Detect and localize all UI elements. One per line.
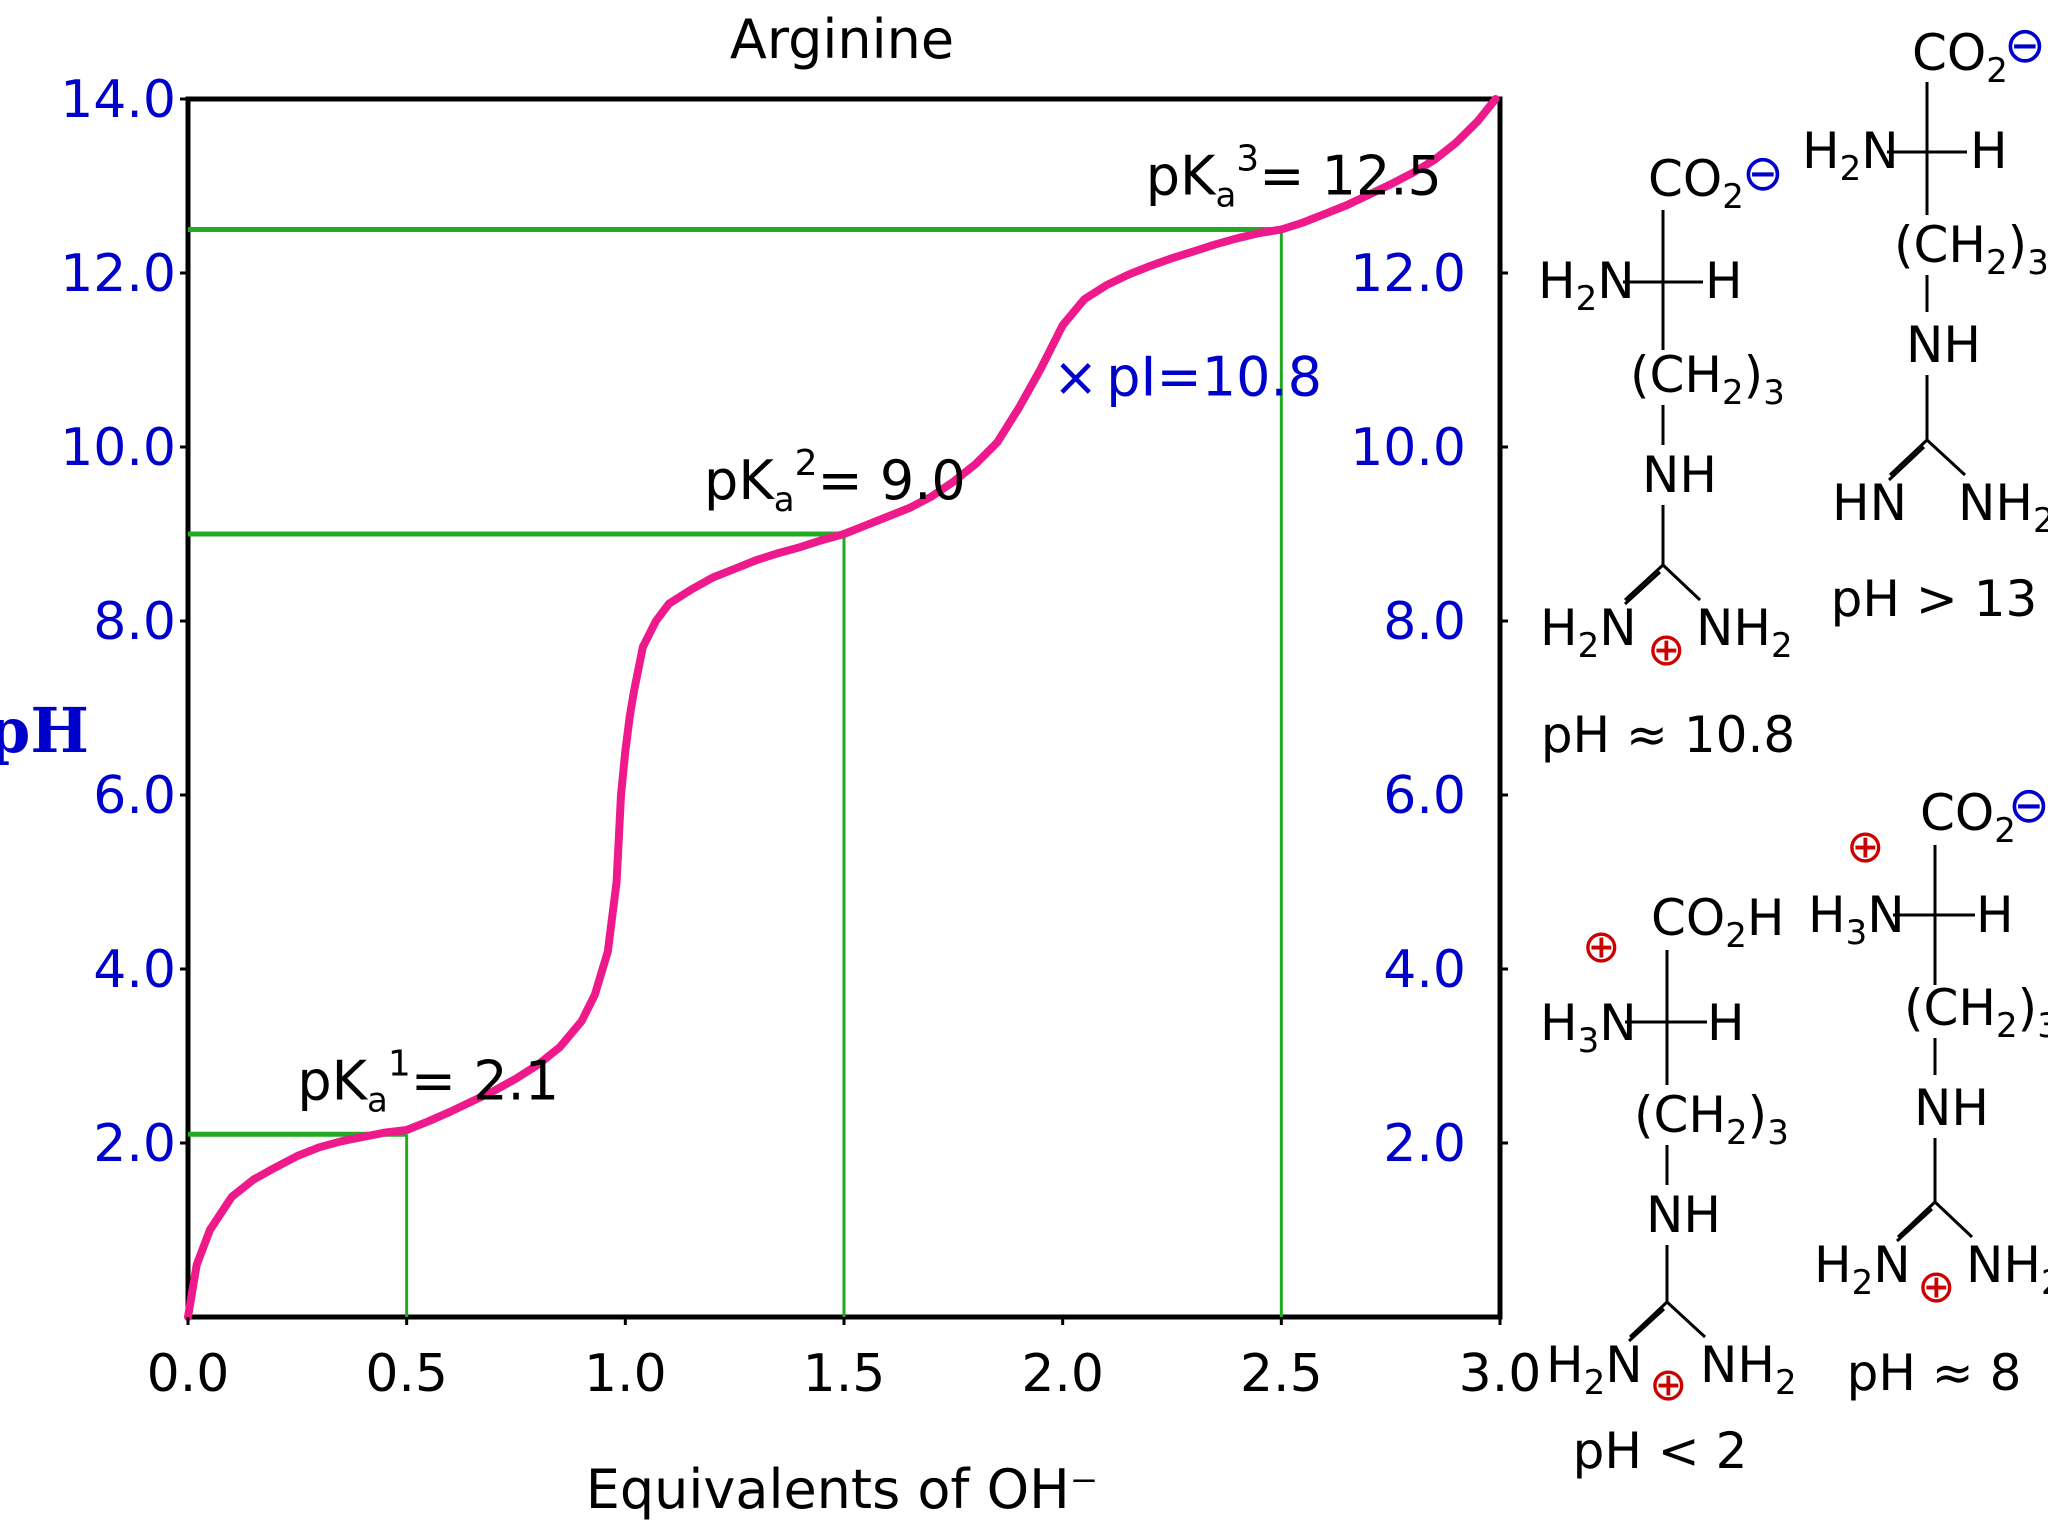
- structure-ph-8: CO2 ⊖ ⊕ H3N H (CH2)3 NH H2N NH2 ⊕ pH ≈ 8: [1808, 776, 2048, 1402]
- carboxyl-group: CO2H: [1651, 889, 1785, 956]
- amino-group: H2N: [1538, 252, 1635, 319]
- carboxylate-group: CO2: [1912, 24, 2008, 91]
- guanidino-left: H2N: [1814, 1236, 1911, 1303]
- structure-caption: pH ≈ 8: [1847, 1344, 2022, 1402]
- x-tick-label: 0.0: [147, 1344, 230, 1404]
- positive-charge-icon: ⊕: [1649, 1357, 1688, 1411]
- side-chain: (CH2)3: [1630, 346, 1785, 413]
- x-tick-label: 2.5: [1240, 1344, 1323, 1404]
- guanidino-right: NH2: [1958, 474, 2048, 541]
- pka1-annotation: pKa1= 2.1: [297, 1044, 559, 1121]
- guanidino-left: HN: [1832, 474, 1907, 532]
- curve-layer: [184, 95, 1500, 1321]
- positive-charge-icon: ⊕: [1917, 1259, 1956, 1313]
- right-y-tick-label: 12.0: [1350, 244, 1466, 304]
- guanidino-left: H2N: [1540, 599, 1637, 666]
- y-tick-label: 10.0: [60, 418, 176, 478]
- side-chain: (CH2)3: [1904, 979, 2048, 1046]
- x-tick-label: 1.5: [803, 1344, 886, 1404]
- nh-group: NH: [1906, 316, 1981, 374]
- nh-group: NH: [1642, 446, 1717, 504]
- alpha-hydrogen: H: [1976, 886, 2014, 944]
- nh-group: NH: [1914, 1079, 1989, 1137]
- y-axis-label: pH: [0, 694, 89, 767]
- guanidino-right: NH2: [1966, 1236, 2048, 1303]
- structure-caption: pH ≈ 10.8: [1541, 706, 1795, 764]
- x-tick-label: 1.0: [584, 1344, 667, 1404]
- ammonium-group: H3N: [1808, 886, 1905, 953]
- y-tick-label: 14.0: [60, 70, 176, 130]
- pi-annotation: × pI=10.8: [1053, 345, 1322, 408]
- y-tick-label: 6.0: [93, 766, 176, 826]
- negative-charge-icon: ⊖: [2008, 776, 2048, 834]
- x-axis-label: Equivalents of OH⁻: [586, 1458, 1098, 1521]
- left-y-ticks: 2.0 4.0 6.0 8.0 10.0 12.0 14.0: [60, 70, 188, 1174]
- positive-charge-icon: ⊕: [1846, 819, 1885, 873]
- chart-title: Arginine: [730, 8, 954, 71]
- structure-ph-2: ⊕ CO2H H3N H (CH2)3 NH H2N NH2 ⊕ pH < 2: [1540, 889, 1797, 1480]
- pka3-annotation: pKa3= 12.5: [1146, 139, 1442, 216]
- titration-curve: [184, 95, 1500, 1321]
- y-tick-label: 2.0: [93, 1114, 176, 1174]
- side-chain: (CH2)3: [1634, 1086, 1789, 1153]
- carboxylate-group: CO2: [1920, 784, 2016, 851]
- y-tick-label: 12.0: [60, 244, 176, 304]
- positive-charge-icon: ⊕: [1582, 919, 1621, 973]
- right-y-tick-label: 4.0: [1383, 940, 1466, 1000]
- structure-ph-13: CO2 ⊖ H2N H (CH2)3 NH HN NH2 pH > 13: [1802, 16, 2048, 628]
- y-tick-label: 4.0: [93, 940, 176, 1000]
- nh-group: NH: [1646, 1186, 1721, 1244]
- side-chain: (CH2)3: [1894, 216, 2048, 283]
- guanidino-right: NH2: [1700, 1336, 1797, 1403]
- ammonium-group: H3N: [1540, 994, 1637, 1061]
- positive-charge-icon: ⊕: [1647, 622, 1686, 676]
- alpha-hydrogen: H: [1705, 252, 1743, 310]
- amino-group: H2N: [1802, 122, 1899, 189]
- right-y-tick-label: 10.0: [1350, 418, 1466, 478]
- guanidino-left: H2N: [1546, 1336, 1643, 1403]
- structure-ph-10-8: CO2 ⊖ H2N H (CH2)3 NH H2N NH2 ⊕ pH ≈ 10.…: [1538, 144, 1795, 764]
- x-ticks: 0.0 0.5 1.0 1.5 2.0 2.5 3.0: [147, 1317, 1542, 1404]
- alpha-hydrogen: H: [1707, 994, 1745, 1052]
- right-y-ticks: 2.0 4.0 6.0 8.0 10.0 12.0: [1350, 244, 1508, 1174]
- structure-caption: pH < 2: [1573, 1422, 1748, 1480]
- negative-charge-icon: ⊖: [1742, 144, 1784, 202]
- y-tick-label: 8.0: [93, 592, 176, 652]
- guanidino-right: NH2: [1696, 599, 1793, 666]
- x-tick-label: 0.5: [365, 1344, 448, 1404]
- right-y-tick-label: 6.0: [1383, 766, 1466, 826]
- negative-charge-icon: ⊖: [2004, 16, 2046, 74]
- structure-caption: pH > 13: [1831, 570, 2038, 628]
- right-y-tick-label: 2.0: [1383, 1114, 1466, 1174]
- pka2-annotation: pKa2= 9.0: [704, 443, 966, 520]
- x-tick-label: 2.0: [1021, 1344, 1104, 1404]
- right-y-tick-label: 8.0: [1383, 592, 1466, 652]
- x-tick-label: 3.0: [1459, 1344, 1542, 1404]
- alpha-hydrogen: H: [1970, 122, 2008, 180]
- carboxylate-group: CO2: [1648, 150, 1744, 217]
